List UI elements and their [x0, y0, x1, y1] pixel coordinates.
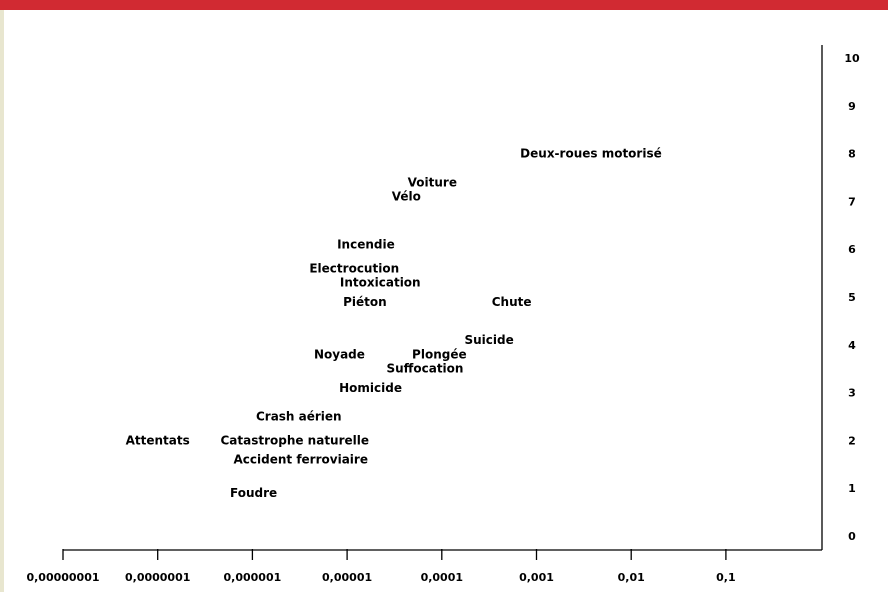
data-point-label: Deux-roues motorisé: [520, 147, 662, 161]
data-point-label: Foudre: [230, 486, 277, 500]
data-point-label: Chute: [492, 295, 532, 309]
left-accent-stripe: [0, 10, 4, 592]
x-tick-label: 0,1: [716, 571, 736, 584]
y-tick-label: 2: [848, 434, 856, 447]
data-point-label: Homicide: [339, 381, 402, 395]
data-point-label: Noyade: [314, 347, 365, 361]
y-tick-label: 3: [848, 387, 856, 400]
x-tick-label: 0,00000001: [26, 571, 99, 584]
y-tick-label: 9: [848, 100, 856, 113]
y-tick-label: 8: [848, 148, 856, 161]
data-point-label: Suffocation: [386, 362, 463, 376]
y-tick-label: 1: [848, 482, 856, 495]
data-point-label: Electrocution: [309, 261, 399, 275]
data-point-label: Suicide: [464, 333, 513, 347]
y-axis-ticks: 0 1 2 3 4 5 6 7 8 9 10: [844, 52, 860, 543]
y-tick-label: 5: [848, 291, 856, 304]
data-point-label: Catastrophe naturelle: [220, 433, 369, 447]
axes: [63, 45, 823, 551]
y-tick-label: 0: [848, 530, 856, 543]
data-point-label: Incendie: [337, 237, 395, 251]
x-tick-label: 0,0001: [421, 571, 463, 584]
data-point-label: Crash aérien: [256, 410, 342, 424]
y-tick-label: 6: [848, 243, 856, 256]
y-tick-label: 10: [844, 52, 860, 65]
y-tick-label: 7: [848, 195, 856, 208]
x-tick-label: 0,0000001: [125, 571, 190, 584]
top-accent-bar: [0, 0, 888, 10]
data-point-label: Vélo: [392, 190, 421, 204]
y-tick-label: 4: [848, 339, 856, 352]
x-tick-label: 0,01: [618, 571, 645, 584]
x-tick-label: 0,000001: [224, 571, 282, 584]
x-tick-label: 0,00001: [322, 571, 372, 584]
data-point-label: Attentats: [126, 433, 190, 447]
x-tick-label: 0,001: [519, 571, 554, 584]
x-axis-ticks: 0,00000001 0,0000001 0,000001 0,00001 0,0001…: [26, 549, 736, 584]
data-point-label: Plongée: [412, 347, 467, 361]
data-point-label: Intoxication: [340, 276, 421, 290]
data-point-label: Piéton: [343, 295, 387, 309]
data-point-label: Accident ferroviaire: [234, 453, 368, 467]
data-point-label: Voiture: [408, 175, 457, 189]
